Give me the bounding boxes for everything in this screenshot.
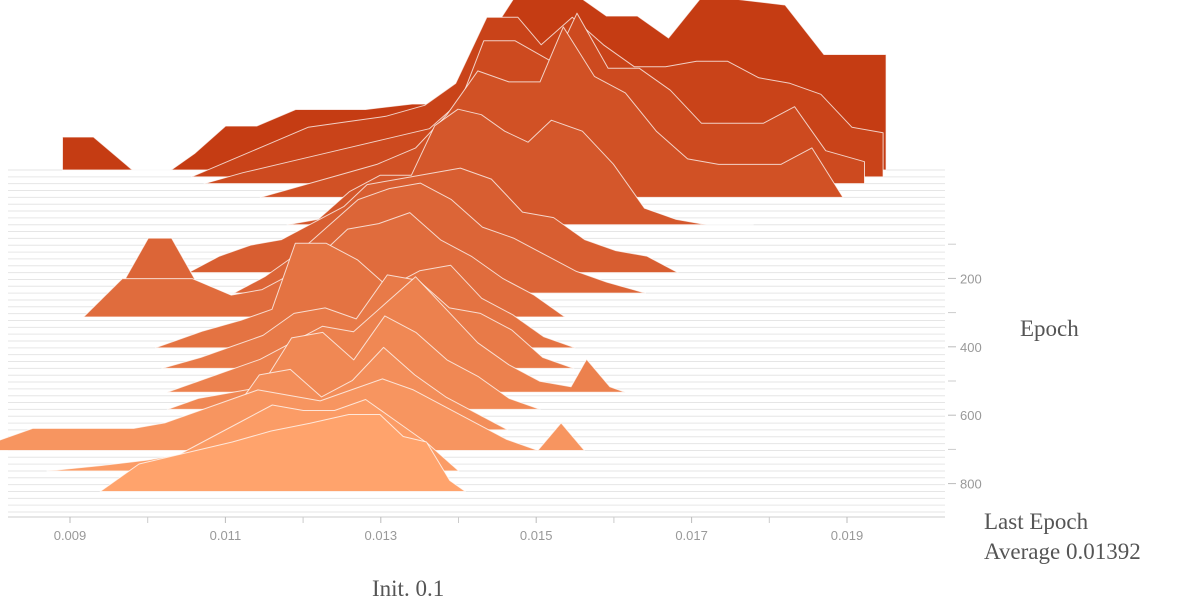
x-tick-label: 0.019 bbox=[831, 528, 864, 543]
ridge-epoch-940 bbox=[99, 414, 466, 492]
y-tick-label: 400 bbox=[960, 340, 982, 355]
x-axis: 0.009 0.011 0.013 0.015 0.017 0.019 bbox=[8, 516, 945, 543]
x-tick-label: 0.013 bbox=[365, 528, 398, 543]
ridgeline-series bbox=[0, 0, 887, 492]
last-epoch-title: Last Epoch bbox=[984, 509, 1089, 534]
y-tick-label: 800 bbox=[960, 477, 982, 492]
y-axis: 200 400 600 800 bbox=[948, 243, 982, 492]
x-tick-label: 0.011 bbox=[210, 528, 242, 543]
ridge-epoch-700 bbox=[166, 315, 541, 410]
last-epoch-average: Average 0.01392 bbox=[984, 538, 1141, 564]
ridge-epoch-80 bbox=[259, 26, 844, 198]
last-epoch-label: Last Epoch Average 0.01392 bbox=[984, 507, 1141, 567]
x-tick-label: 0.009 bbox=[54, 528, 87, 543]
init-label: Init. 0.1 bbox=[372, 576, 445, 602]
y-tick-label: 600 bbox=[960, 408, 982, 423]
x-tick-label: 0.017 bbox=[675, 528, 708, 543]
x-tick-label: 0.015 bbox=[520, 528, 553, 543]
y-tick-label: 200 bbox=[960, 271, 982, 286]
epoch-axis-label: Epoch bbox=[1020, 316, 1079, 341]
